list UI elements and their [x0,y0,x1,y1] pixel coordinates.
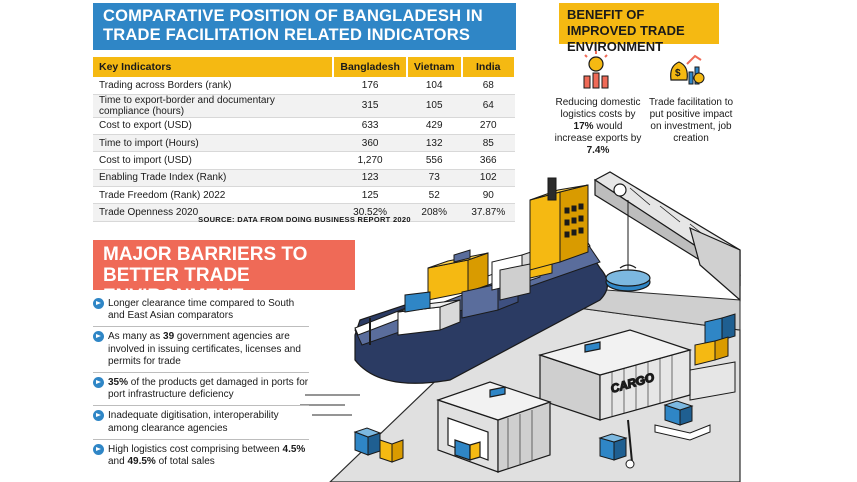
arrow-bullet-icon [93,410,104,422]
indicator-name: Time to import (Hours) [93,134,334,153]
table-header-row: Key Indicators Bangladesh Vietnam India [93,57,517,77]
hand-trolley [598,419,635,469]
benefit-banner: BENEFIT OF IMPROVED TRADE ENVIRONMENT [559,3,719,54]
table-row: Cost to export (USD) 633 429 270 [93,117,515,136]
india-value: 64 [461,94,515,118]
header-vietnam: Vietnam [406,57,463,77]
bangladesh-value: 123 [333,169,407,187]
benefit-export-percent: 7.4% [586,145,610,156]
vietnam-value: 104 [406,77,462,95]
india-value: 102 [461,169,515,187]
arrow-bullet-icon [93,331,104,343]
cargo-container: CARGO [537,329,693,421]
india-value: 90 [461,186,515,205]
vietnam-value: 132 [406,134,462,153]
indicator-name: Trade Freedom (Rank) 2022 [93,186,334,205]
source-note: SOURCE: DATA FROM DOING BUSINESS REPORT … [198,215,411,224]
table-title-banner: COMPARATIVE POSITION OF BANGLADESH IN TR… [93,3,516,50]
table-row: Time to import (Hours) 360 132 85 [93,134,515,153]
benefit-logistics-text-2: would increase exports by [554,121,642,144]
barriers-list: Longer clearance time compared to South … [93,296,309,474]
list-item: As many as 39 government agencies are in… [93,329,309,374]
barrier-text: of the products get damaged in ports for… [108,377,309,401]
arrow-bullet-icon [93,443,104,455]
vietnam-value: 429 [406,117,462,136]
barrier-text: and [108,456,128,468]
india-value: 85 [461,134,515,153]
india-value: 68 [461,77,515,95]
investment-growth-icon: $ [670,54,705,85]
benefit-item-investment: Trade facilitation to put positive impac… [648,97,734,144]
header-bangladesh: Bangladesh [333,57,408,77]
table-row: Trade Freedom (Rank) 2022 125 52 90 [93,186,515,205]
indicator-name: Trade Openness 2020 [93,203,334,222]
header-india: India [461,57,517,77]
indicator-name: Cost to export (USD) [93,117,334,136]
indicator-name: Trading across Borders (rank) [93,77,334,95]
vietnam-value: 556 [406,151,462,170]
indicator-name: Time to export-border and documentary co… [93,94,334,118]
port-crane [593,171,741,302]
open-container [436,381,552,473]
vietnam-value: 52 [406,186,462,205]
growth-coins-icon [583,51,609,89]
india-value: 37.87% [461,203,515,222]
svg-text:$: $ [675,68,681,79]
barrier-text: High logistics cost comprising between [108,443,283,455]
indicator-name: Enabling Trade Index (Rank) [93,169,334,187]
water-lines [300,394,360,416]
table-row: Trade Openness 2020 30.52% 208% 37.87% [93,203,515,222]
indicator-name: Cost to import (USD) [93,151,334,170]
bangladesh-value: 30.52% [333,203,407,222]
arrow-bullet-icon [93,377,104,389]
table-row: Cost to import (USD) 1,270 556 366 [93,151,515,170]
list-item: 35% of the products get damaged in ports… [93,375,309,407]
right-containers [689,313,736,401]
vietnam-value: 105 [406,94,462,118]
barrier-highlight: 39 [163,331,175,343]
benefit-logistics-text: Reducing domestic logistics costs by [555,97,641,120]
table-row: Trading across Borders (rank) 176 104 68 [93,77,515,95]
india-value: 270 [461,117,515,136]
table-row: Enabling Trade Index (Rank) 123 73 102 [93,169,515,187]
pallet-boxes [654,400,711,441]
list-item: Inadequate digitisation, interoperabilit… [93,408,309,440]
crates-left [353,427,404,463]
benefit-logistics-percent: 17% [573,121,594,132]
barrier-text: As many as [108,331,164,343]
barrier-highlight: 49.5% [127,456,156,468]
bangladesh-value: 360 [333,134,407,153]
barrier-text: of total sales [155,456,215,468]
benefit-item-logistics: Reducing domestic logistics costs by 17%… [554,97,642,157]
list-item: High logistics cost comprising between 4… [93,442,309,472]
table-row: Time to export-border and documentary co… [93,94,515,118]
bangladesh-value: 125 [333,186,407,205]
barrier-text: government agencies are involved in issu… [108,331,301,367]
bangladesh-value: 176 [333,77,407,95]
benefit-title: BENEFIT OF IMPROVED TRADE ENVIRONMENT [567,7,685,54]
arrow-bullet-icon [93,298,104,309]
bangladesh-value: 315 [333,94,407,118]
bangladesh-value: 633 [333,117,407,136]
table-title: COMPARATIVE POSITION OF BANGLADESH IN TR… [103,7,483,44]
cargo-ship [354,177,609,384]
bangladesh-value: 1,270 [333,151,407,170]
barrier-highlight: 4.5% [282,443,306,455]
barrier-highlight: 35% [108,377,129,389]
vietnam-value: 73 [406,169,462,187]
barrier-text: Inadequate digitisation, interoperabilit… [108,410,279,434]
barrier-text: Longer clearance time compared to South … [108,298,295,322]
indicators-table: Key Indicators Bangladesh Vietnam India … [93,57,517,222]
barriers-title: MAJOR BARRIERS TO BETTER TRADE ENVIRONME… [103,244,308,307]
ship-bridge-tower [529,177,589,271]
list-item: Longer clearance time compared to South … [93,296,309,328]
vietnam-value: 208% [406,203,462,222]
india-value: 366 [461,151,515,170]
barriers-banner: MAJOR BARRIERS TO BETTER TRADE ENVIRONME… [93,240,355,307]
header-key-indicators: Key Indicators [93,57,335,77]
